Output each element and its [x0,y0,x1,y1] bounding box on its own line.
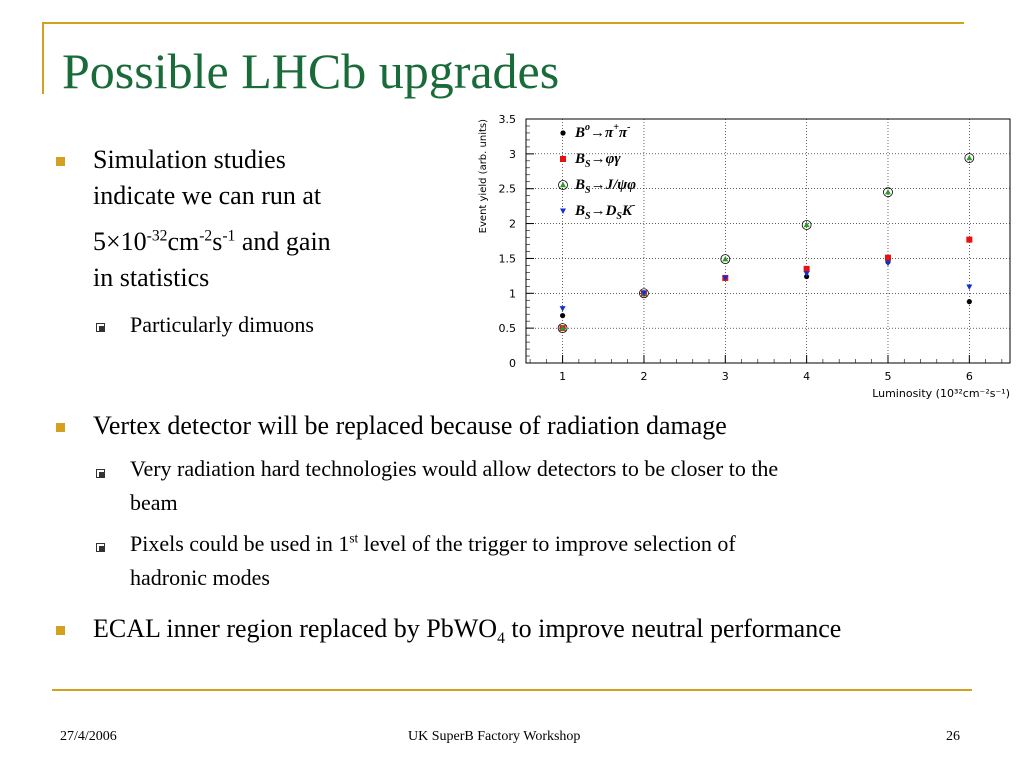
y-tick-label: 2.5 [499,183,517,196]
luminosity-s: s [212,227,223,256]
bullet-marker [56,157,65,166]
x-tick-label: 2 [640,370,647,383]
luminosity-cm: cm [167,227,200,256]
pixels-ordinal: st [349,530,359,546]
data-point-series-3-ring [720,254,731,265]
data-point-series-3 [884,189,891,195]
bullet-1-line-1: Simulation studies [93,145,286,174]
bullet-1-line-4: in statistics [93,263,210,292]
data-point-series-4 [803,271,810,277]
legend-marker-ring [558,180,568,190]
data-point-series-4 [722,275,729,281]
y-tick-label: 1 [509,287,516,300]
sub-bullet-marker [96,543,105,552]
legend-label: BS→J/ψφ [574,177,636,196]
legend-label: BS→DSK- [574,200,635,222]
data-point-series-3 [966,154,973,161]
x-tick-label: 5 [884,370,891,383]
data-point-series-4 [640,290,647,297]
legend-marker [560,156,566,162]
bullet-marker [56,626,65,635]
legend-marker [560,130,566,136]
footer-date: 27/4/2006 [60,729,117,744]
data-point-series-3-ring [964,153,975,163]
data-point-series-2 [803,265,810,272]
data-point-series-3-ring [639,288,649,299]
x-tick-label: 3 [722,370,729,383]
y-axis-label: Event yield (arb. units) [478,119,489,233]
ecal-subscript: 4 [497,630,505,648]
data-point-series-3-ring [883,187,893,198]
legend-marker [560,208,566,214]
plot-frame [525,118,1011,364]
ecal-text-b: to improve neutral performance [504,614,842,643]
x-tick-label: 1 [559,370,566,383]
bullet-1-line-3: 5×10-32cm-2s-1 and gain [93,227,331,257]
data-point-series-1 [560,312,566,319]
sub-bullet-radiation-line-2: beam [130,490,178,515]
x-tick-label: 4 [803,370,810,383]
legend-label: Bo→π+π- [574,122,630,141]
footer-rule [52,689,972,691]
y-tick-label: 0.5 [499,322,517,335]
data-point-series-4 [559,306,566,312]
title-frame-left-rule [42,22,44,94]
data-point-series-2 [884,254,891,261]
bullet-marker [56,423,65,432]
luminosity-exp-2: -2 [199,227,213,245]
luminosity-tail: and gain [235,227,331,256]
y-tick-label: 3.5 [499,113,517,126]
luminosity-exp-3: -1 [222,227,236,245]
footer-page-number: 26 [946,729,960,744]
data-point-series-2 [966,236,973,243]
pixels-text-a: Pixels could be used in 1 [130,531,350,556]
luminosity-exp-1: -32 [146,227,168,245]
data-point-series-4 [884,260,891,267]
y-tick-label: 0 [509,357,516,370]
data-point-series-3 [722,255,729,262]
event-yield-chart: 0 0.5 1 1.5 2 2.5 3 3.5 1 2 3 4 5 6 Luminosity (10³²cm… [478,113,1011,400]
data-point-series-3-ring [557,323,568,334]
data-point-series-4 [966,284,973,291]
legend-label: BS→φγ [574,151,621,170]
title-frame-top-rule [42,22,964,24]
sub-bullet-dimuons: Particularly dimuons [130,312,314,337]
x-axis-label: Luminosity (10³²cm⁻²s⁻¹) [872,387,1010,400]
data-point-series-3-ring [801,220,812,230]
y-tick-label: 2 [509,218,516,231]
footer-event: UK SuperB Factory Workshop [408,729,581,744]
slide-title: Possible LHCb upgrades [62,43,560,99]
sub-bullet-pixels-line-2: hadronic modes [130,565,270,590]
y-tick-label: 1.5 [499,252,517,265]
sub-bullet-marker [96,469,105,478]
data-point-series-1 [966,299,972,305]
sub-bullet-marker [96,323,105,332]
legend-marker [560,181,566,188]
ecal-text-a: ECAL inner region replaced by PbWO [93,614,498,643]
pixels-text-b: level of the trigger to improve selectio… [358,531,736,556]
sub-bullet-radiation-line-1: Very radiation hard technologies would a… [130,456,779,481]
sub-bullet-pixels-line-1: Pixels could be used in 1st level of the… [130,527,736,560]
luminosity-base: 5×10 [93,227,147,256]
bullet-3-text: ECAL inner region replaced by PbWO4 to i… [93,614,842,648]
x-tick-label: 6 [966,370,973,383]
bullet-2-text: Vertex detector will be replaced because… [93,411,727,440]
y-tick-label: 3 [509,148,516,161]
data-point-series-3 [803,221,810,228]
data-point-series-3 [559,324,566,331]
bullet-1-line-2: indicate we can run at [93,181,322,210]
